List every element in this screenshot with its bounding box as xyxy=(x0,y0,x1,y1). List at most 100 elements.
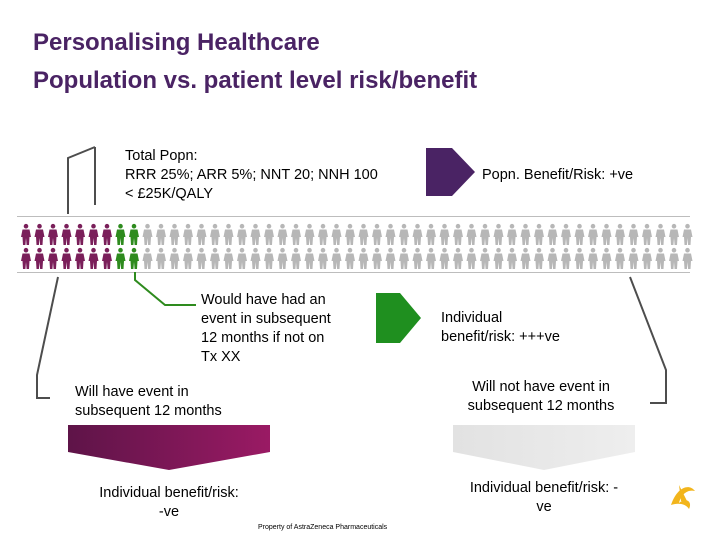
person-figure xyxy=(548,248,558,269)
person-figure xyxy=(251,248,261,269)
person-figure xyxy=(656,224,666,245)
person-figure xyxy=(170,224,180,245)
person-figure xyxy=(521,224,531,245)
person-figure xyxy=(332,248,342,269)
person-figure xyxy=(318,248,328,269)
person-figure xyxy=(332,224,342,245)
event-text-line3: 12 months if not on xyxy=(201,329,331,348)
person-figure xyxy=(453,248,463,269)
event-text: Would have had an event in subsequent 12… xyxy=(201,291,331,367)
person-figure xyxy=(615,248,625,269)
person-figure xyxy=(156,224,166,245)
person-figure xyxy=(467,248,477,269)
person-figure xyxy=(561,224,571,245)
person-figure xyxy=(642,248,652,269)
person-figure xyxy=(251,224,261,245)
person-figure xyxy=(507,248,517,269)
person-figure xyxy=(102,224,112,245)
person-figure xyxy=(264,224,274,245)
person-figure xyxy=(629,224,639,245)
person-figure xyxy=(669,248,679,269)
person-figure xyxy=(21,224,31,245)
person-figure xyxy=(21,248,31,269)
individual-benefit-neg-line2: -ve xyxy=(76,503,262,522)
person-figure xyxy=(89,224,99,245)
person-figure xyxy=(143,248,153,269)
person-figure xyxy=(89,248,99,269)
person-figure xyxy=(183,248,193,269)
person-figure xyxy=(656,248,666,269)
person-figure xyxy=(683,248,693,269)
footer-text: Property of AstraZeneca Pharmaceuticals xyxy=(258,524,387,531)
individual-benefit-neutral-line2: ve xyxy=(448,498,640,517)
person-figure xyxy=(62,248,72,269)
will-not-have-event-line2: subsequent 12 months xyxy=(448,397,634,416)
person-figure xyxy=(575,224,585,245)
person-figure xyxy=(602,224,612,245)
person-figure xyxy=(278,248,288,269)
person-figure xyxy=(521,248,531,269)
individual-benefit-neg-text: Individual benefit/risk: -ve xyxy=(76,484,262,522)
person-figure xyxy=(156,248,166,269)
person-figure xyxy=(197,224,207,245)
person-figure xyxy=(129,248,139,269)
person-figure xyxy=(35,224,45,245)
person-figure xyxy=(426,224,436,245)
individual-benefit-neg-line1: Individual benefit/risk: xyxy=(76,484,262,503)
individual-benefit-plus-text: Individual benefit/risk: +++ve xyxy=(441,309,560,347)
individual-benefit-neutral-line1: Individual benefit/risk: - xyxy=(448,479,640,498)
person-figure xyxy=(413,248,423,269)
person-figure xyxy=(480,248,490,269)
person-figure xyxy=(75,248,85,269)
person-figure xyxy=(183,224,193,245)
person-figure xyxy=(359,248,369,269)
person-figure xyxy=(318,224,328,245)
person-figure xyxy=(575,248,585,269)
person-figure xyxy=(386,248,396,269)
person-figure xyxy=(440,248,450,269)
will-have-event-line2: subsequent 12 months xyxy=(75,402,222,421)
person-figure xyxy=(372,248,382,269)
person-figure xyxy=(534,224,544,245)
person-figure xyxy=(197,248,207,269)
person-figure xyxy=(116,224,126,245)
person-figure xyxy=(453,224,463,245)
person-figure xyxy=(102,248,112,269)
person-figure xyxy=(291,248,301,269)
individual-benefit-neutral-text: Individual benefit/risk: - ve xyxy=(448,479,640,517)
person-figure xyxy=(669,224,679,245)
person-figure xyxy=(237,224,247,245)
will-have-event-line1: Will have event in xyxy=(75,383,222,402)
person-figure xyxy=(399,248,409,269)
person-figure xyxy=(372,224,382,245)
person-figure xyxy=(264,248,274,269)
person-figure xyxy=(615,224,625,245)
person-figure xyxy=(629,248,639,269)
person-figure xyxy=(534,248,544,269)
person-figure xyxy=(170,248,180,269)
will-not-have-event-line1: Will not have event in xyxy=(448,378,634,397)
individual-benefit-plus-line1: Individual xyxy=(441,309,560,328)
person-figure xyxy=(507,224,517,245)
person-figure xyxy=(467,224,477,245)
will-have-event-text: Will have event in subsequent 12 months xyxy=(75,383,222,421)
person-figure xyxy=(440,224,450,245)
person-figure xyxy=(588,248,598,269)
person-figure xyxy=(413,224,423,245)
person-figure xyxy=(62,224,72,245)
person-figure xyxy=(210,224,220,245)
person-figure xyxy=(642,224,652,245)
person-figure xyxy=(48,224,58,245)
person-figure xyxy=(116,248,126,269)
person-figure xyxy=(345,248,355,269)
person-figure xyxy=(291,224,301,245)
event-text-line4: Tx XX xyxy=(201,348,331,367)
person-figure xyxy=(278,224,288,245)
event-text-line1: Would have had an xyxy=(201,291,331,310)
person-figure xyxy=(224,248,234,269)
person-figure xyxy=(305,248,315,269)
person-figure xyxy=(129,224,139,245)
person-figure xyxy=(35,248,45,269)
person-figure xyxy=(143,224,153,245)
